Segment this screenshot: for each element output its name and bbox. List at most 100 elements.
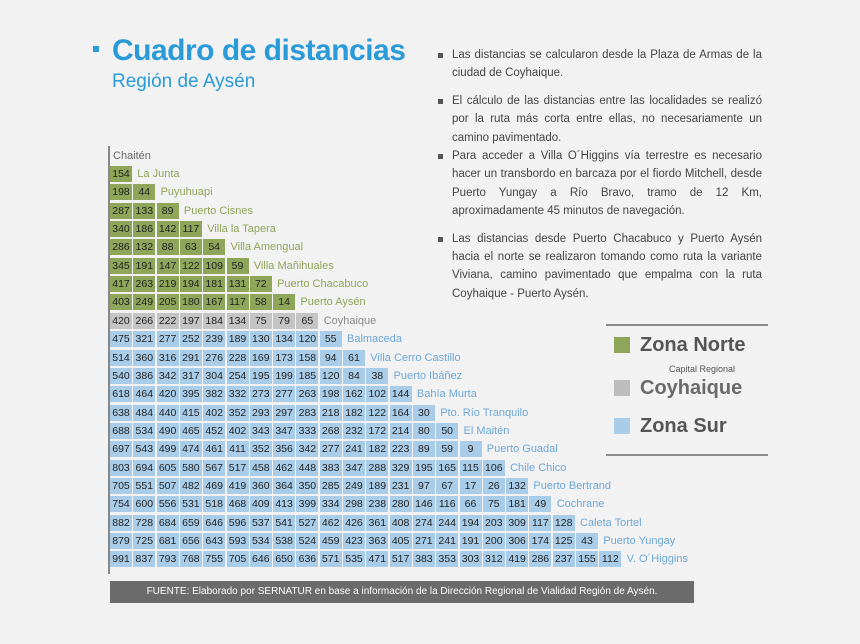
distance-cell: 80 xyxy=(412,422,435,439)
distance-cell: 345 xyxy=(110,257,132,274)
distance-cell: 287 xyxy=(110,202,132,219)
distance-cell: 304 xyxy=(203,367,226,384)
place-label: Bahía Murta xyxy=(416,388,477,401)
distance-cell: 238 xyxy=(366,496,389,513)
distance-cell: 280 xyxy=(389,496,412,513)
distance-cell: 333 xyxy=(296,422,319,439)
distance-cell: 534 xyxy=(249,533,272,549)
distance-cell: 688 xyxy=(110,422,132,439)
distance-cell: 531 xyxy=(179,496,202,513)
distance-cell: 540 xyxy=(110,367,132,384)
distance-cell: 636 xyxy=(296,551,319,568)
distance-cell: 66 xyxy=(459,496,482,513)
distance-cell: 383 xyxy=(412,551,435,568)
place-label: Villa Amengual xyxy=(230,241,304,254)
place-label: Cochrane xyxy=(556,498,605,511)
place-label: V. O´Higgins xyxy=(626,553,688,566)
distance-cell: 133 xyxy=(133,202,156,219)
distance-cell: 681 xyxy=(156,533,179,549)
distance-cell: 490 xyxy=(156,422,179,439)
distance-cell: 517 xyxy=(226,459,249,476)
distance-cell: 684 xyxy=(156,514,179,531)
distance-cell: 482 xyxy=(179,477,202,494)
distance-cell: 464 xyxy=(133,386,156,403)
distance-cell: 303 xyxy=(459,551,482,568)
distance-cell: 465 xyxy=(179,422,202,439)
distance-cell: 180 xyxy=(179,294,202,311)
distance-cell: 459 xyxy=(319,533,342,549)
distance-cell: 199 xyxy=(273,367,296,384)
distance-cell: 343 xyxy=(249,422,272,439)
distance-cell: 474 xyxy=(179,441,202,458)
table-header-place: Chaitén xyxy=(113,150,151,162)
distance-cell: 241 xyxy=(436,533,459,549)
distance-cell: 30 xyxy=(412,404,435,421)
distance-cell: 195 xyxy=(412,459,435,476)
distance-cell: 84 xyxy=(343,367,365,384)
distance-cell: 154 xyxy=(110,166,132,182)
distance-cell: 882 xyxy=(110,514,132,531)
place-label: Villa Cerro Castillo xyxy=(370,351,461,364)
distance-cell: 350 xyxy=(296,477,319,494)
distance-cell: 94 xyxy=(319,349,342,366)
distance-cell: 879 xyxy=(110,533,132,549)
distance-cell: 469 xyxy=(203,477,226,494)
distance-cell: 837 xyxy=(133,551,156,568)
place-label: Puerto Cisnes xyxy=(183,204,253,217)
distance-cell: 656 xyxy=(179,533,202,549)
distance-cell: 534 xyxy=(133,422,156,439)
legend-swatch-sur xyxy=(614,418,630,434)
place-label: Caleta Tortel xyxy=(580,516,642,529)
distance-cell: 222 xyxy=(156,312,179,329)
place-label: Balmaceda xyxy=(347,333,403,346)
distance-cell: 191 xyxy=(459,533,482,549)
note-item: Las distancias se calcularon desde la Pl… xyxy=(437,46,762,83)
distance-cell: 524 xyxy=(296,533,319,549)
page-subtitle: Región de Aysén xyxy=(112,71,256,92)
distance-cell: 329 xyxy=(389,459,412,476)
place-label: Puerto Aysén xyxy=(300,296,366,309)
distance-cell: 593 xyxy=(226,533,249,549)
distance-cell: 556 xyxy=(156,496,179,513)
distance-cell: 219 xyxy=(156,276,179,293)
distance-cell: 551 xyxy=(133,477,156,494)
distance-cell: 142 xyxy=(156,221,179,238)
distance-cell: 134 xyxy=(226,312,249,329)
distance-cell: 134 xyxy=(273,331,296,348)
distance-cell: 659 xyxy=(179,514,202,531)
distance-cell: 122 xyxy=(179,257,202,274)
distance-cell: 342 xyxy=(156,367,179,384)
distance-cell: 697 xyxy=(110,441,132,458)
distance-cell: 59 xyxy=(436,441,459,458)
distance-cell: 419 xyxy=(226,477,249,494)
distance-cell: 200 xyxy=(482,533,505,549)
distance-cell: 543 xyxy=(133,441,156,458)
distance-cell: 198 xyxy=(319,386,342,403)
distance-cell: 312 xyxy=(482,551,505,568)
distance-cell: 263 xyxy=(133,276,156,293)
distance-cell: 116 xyxy=(436,496,459,513)
distance-cell: 458 xyxy=(249,459,272,476)
distance-cell: 347 xyxy=(273,422,296,439)
distance-cell: 291 xyxy=(179,349,202,366)
place-label: Puyuhuapi xyxy=(160,186,213,199)
distance-cell: 266 xyxy=(133,312,156,329)
distance-cell: 499 xyxy=(156,441,179,458)
note-item: Para acceder a Villa O´Higgins vía terre… xyxy=(437,147,762,221)
distance-cell: 316 xyxy=(156,349,179,366)
distance-cell: 728 xyxy=(133,514,156,531)
distance-cell: 263 xyxy=(296,386,319,403)
distance-cell: 189 xyxy=(226,331,249,348)
distance-cell: 237 xyxy=(552,551,575,568)
distance-cell: 191 xyxy=(133,257,156,274)
distance-cell: 273 xyxy=(249,386,272,403)
place-label: Puerto Guadal xyxy=(486,443,558,456)
distance-cell: 342 xyxy=(296,441,319,458)
distance-cell: 122 xyxy=(366,404,389,421)
distance-cell: 54 xyxy=(203,239,226,256)
distance-cell: 194 xyxy=(459,514,482,531)
distance-cell: 286 xyxy=(529,551,552,568)
distance-cell: 49 xyxy=(529,496,552,513)
distance-cell: 132 xyxy=(133,239,156,256)
distance-cell: 72 xyxy=(249,276,272,293)
